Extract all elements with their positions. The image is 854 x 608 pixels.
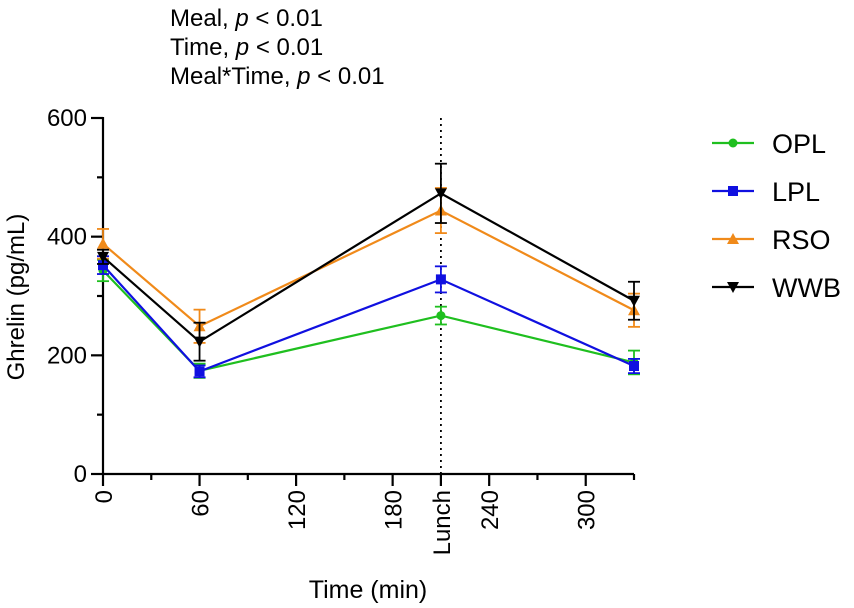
legend-item-opl: OPL xyxy=(712,129,826,159)
x-tick-label: 60 xyxy=(188,490,215,517)
data-point xyxy=(728,138,738,148)
y-tick-label: 0 xyxy=(74,461,87,488)
series-wwb xyxy=(97,162,640,362)
data-point xyxy=(628,295,640,307)
data-point xyxy=(727,282,739,293)
data-point xyxy=(194,366,205,377)
series-line xyxy=(102,264,635,373)
y-axis-label: Ghrelin (pg/mL) xyxy=(3,214,30,381)
y-tick-label: 600 xyxy=(47,105,87,132)
x-tick-label: 180 xyxy=(381,490,408,530)
data-point xyxy=(193,336,206,348)
data-point xyxy=(434,188,447,200)
legend-item-wwb: WWB xyxy=(712,273,841,303)
series-line xyxy=(102,269,635,372)
data-point xyxy=(97,251,109,263)
data-point xyxy=(435,274,446,285)
series-line xyxy=(102,192,635,344)
legend-item-rso: RSO xyxy=(712,225,831,255)
x-axis-label: Time (min) xyxy=(309,576,428,604)
data-point xyxy=(629,361,639,372)
legend-label: OPL xyxy=(772,129,826,159)
statistics-annotation: Meal, p < 0.01 Time, p < 0.01 Meal*Time,… xyxy=(170,4,385,91)
stat-line-meal-time: Meal*Time, p < 0.01 xyxy=(170,63,385,90)
stat-line-meal: Meal, p < 0.01 xyxy=(170,5,323,32)
x-tick-label: 240 xyxy=(477,490,504,530)
y-tick-label: 200 xyxy=(47,342,87,369)
data-point xyxy=(727,233,739,244)
data-point xyxy=(97,237,109,249)
data-point xyxy=(436,311,446,321)
legend-label: RSO xyxy=(772,225,831,255)
data-point xyxy=(728,186,738,196)
y-tick-label: 400 xyxy=(47,224,87,251)
legend-item-lpl: LPL xyxy=(712,177,820,207)
x-tick-label: 120 xyxy=(284,490,311,530)
x-tick-label: 0 xyxy=(91,490,118,503)
x-tick-label: 300 xyxy=(574,490,601,530)
stat-line-time: Time, p < 0.01 xyxy=(170,34,324,61)
legend-label: LPL xyxy=(772,177,820,207)
data-point xyxy=(98,260,108,271)
series-line xyxy=(102,209,635,328)
x-tick-label: Lunch xyxy=(429,490,456,555)
series-rso xyxy=(97,187,640,344)
series-opl xyxy=(97,258,640,379)
series-lpl xyxy=(97,255,640,379)
legend-label: WWB xyxy=(772,273,841,303)
